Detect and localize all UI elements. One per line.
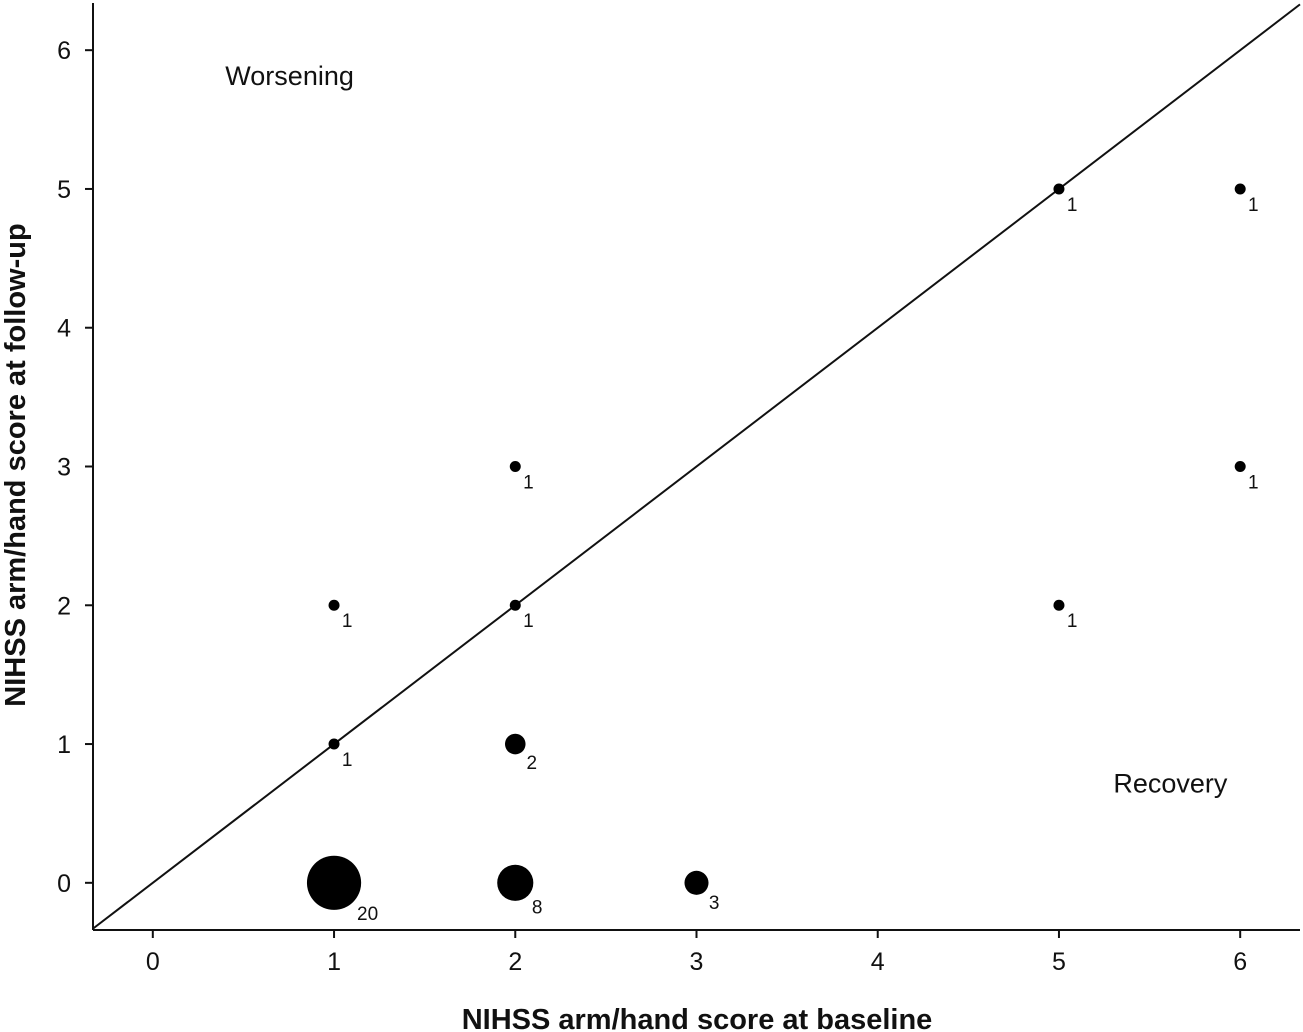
point-count-label: 1 [342, 750, 353, 771]
x-axis-title: NIHSS arm/hand score at baseline [462, 1004, 933, 1032]
x-tick-label: 0 [146, 948, 160, 976]
data-point [504, 733, 526, 755]
y-tick-label: 5 [57, 176, 71, 204]
y-tick-label: 0 [57, 870, 71, 898]
data-point [1053, 183, 1065, 195]
data-point [509, 461, 521, 472]
x-tick-label: 1 [327, 948, 341, 976]
point-count-label: 2 [526, 753, 537, 774]
x-tick-label: 5 [1052, 948, 1066, 976]
x-tick-label: 2 [508, 948, 522, 976]
x-tick-label: 3 [690, 948, 704, 976]
annotation-recovery: Recovery [1113, 769, 1228, 799]
points-group [306, 183, 1246, 910]
reference-line-group [92, 3, 1301, 930]
y-tick-label: 3 [57, 454, 71, 482]
data-point [509, 599, 521, 611]
y-tick-label: 2 [57, 592, 71, 620]
x-tick-label: 4 [871, 948, 885, 976]
data-point [497, 864, 534, 901]
axes: 0 1 2 3 4 5 6 0 1 2 3 4 5 6 [57, 3, 1300, 976]
point-count-label: 3 [709, 893, 720, 914]
y-tick-label: 1 [57, 731, 71, 759]
point-count-label: 1 [1067, 611, 1078, 632]
data-point [1234, 183, 1246, 195]
point-count-label: 1 [1248, 472, 1259, 493]
x-tick-label: 6 [1233, 948, 1247, 976]
data-point [684, 870, 709, 895]
data-point [1053, 599, 1065, 611]
point-count-label: 20 [357, 904, 378, 925]
y-axis-title: NIHSS arm/hand score at follow-up [0, 223, 32, 706]
annotation-worsening: Worsening [225, 61, 354, 91]
point-count-label: 1 [1248, 195, 1259, 216]
point-count-label: 1 [523, 611, 534, 632]
data-point [328, 738, 340, 750]
data-point [306, 855, 362, 910]
y-tick-label: 4 [57, 315, 71, 343]
y-tick-label: 6 [57, 37, 71, 65]
point-count-label: 1 [523, 472, 534, 493]
data-point [1234, 461, 1246, 472]
labels-group: 20 8 3 1 2 1 1 1 1 1 1 1 Worsening Recovery [225, 61, 1258, 925]
data-point [328, 599, 340, 611]
identity-line [92, 3, 1301, 930]
point-count-label: 1 [1067, 195, 1078, 216]
point-count-label: 8 [532, 897, 543, 918]
point-count-label: 1 [342, 611, 353, 632]
